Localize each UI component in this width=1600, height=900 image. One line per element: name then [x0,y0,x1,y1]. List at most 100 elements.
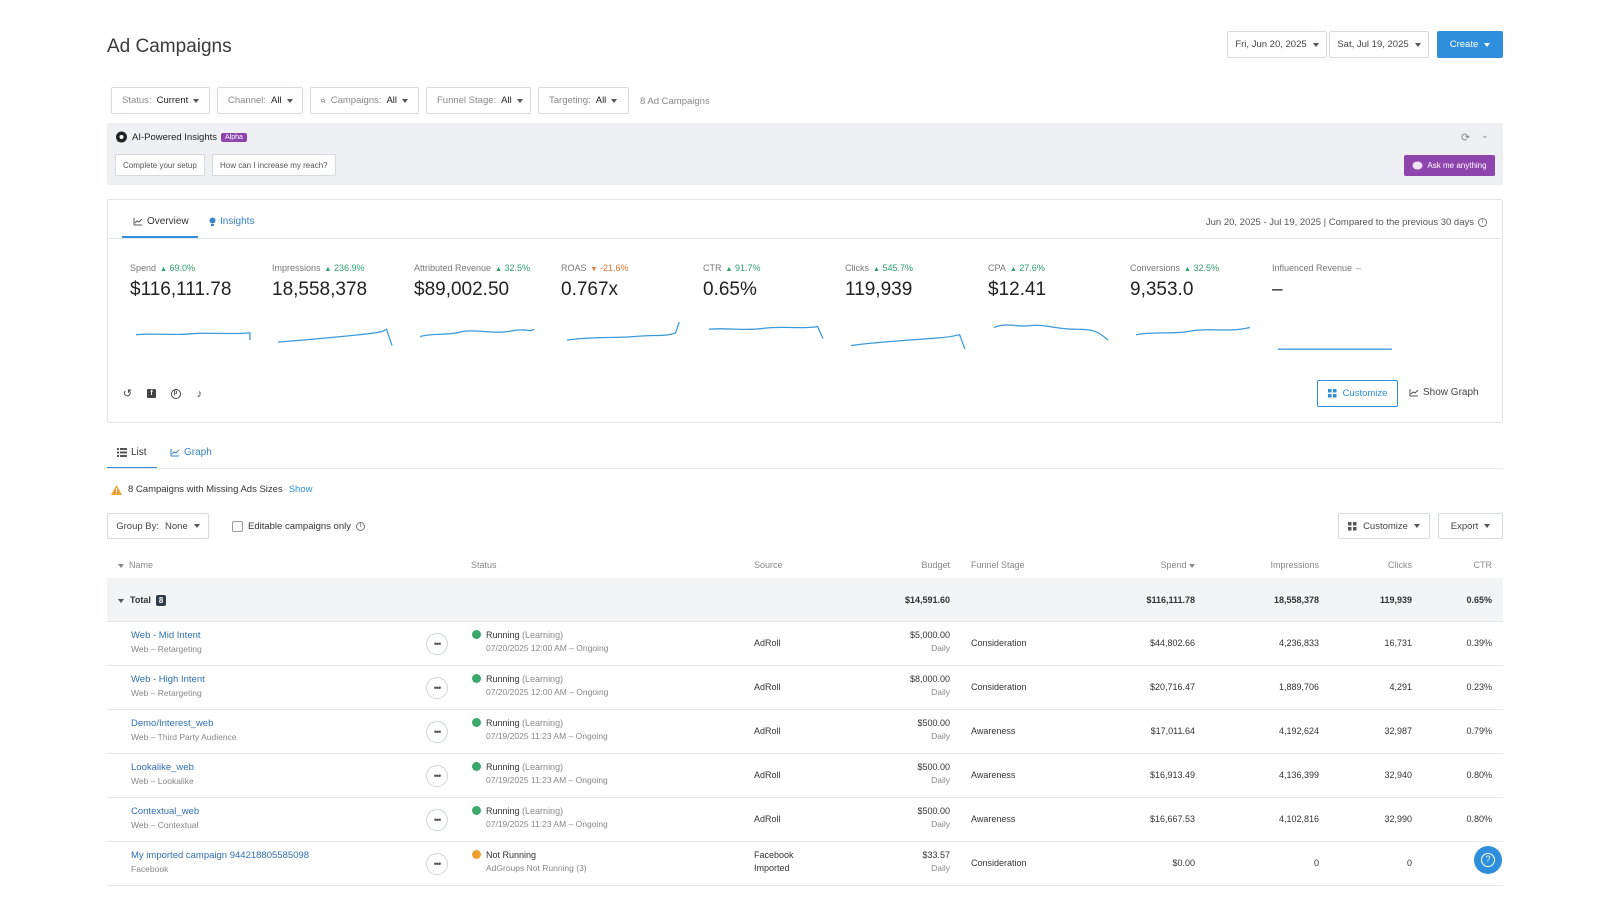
metric-clicks: Clicks ▲ 545.7% 119,939 [845,263,975,301]
metric-delta: ▲ 32.5% [1184,263,1220,273]
campaign-name-link[interactable]: Contextual_web [131,806,200,817]
budget-period: Daily [931,863,950,873]
total-count-badge: 8 [155,595,167,606]
metric-label-text: CTR [703,263,722,273]
header-spend[interactable]: Spend [1130,560,1195,570]
header-funnel[interactable]: Funnel Stage [971,560,1025,570]
show-missing-link[interactable]: Show [288,484,313,495]
help-icon: ? [1481,853,1495,867]
sparkline-ctr [708,325,824,339]
increase-reach-chip[interactable]: How can I increase my reach? [212,154,336,176]
source-cell: AdRoll [754,638,781,648]
editable-checkbox[interactable] [232,521,243,532]
editable-only-toggle[interactable]: Editable campaigns only i [232,521,365,532]
status-note: (Learning) [522,630,564,640]
refresh-icon[interactable]: ⟳ [1461,132,1471,144]
group-by-select[interactable]: Group By: None [107,513,209,539]
tiktok-icon[interactable]: ♪ [196,387,203,400]
date-range-text: Jun 20, 2025 - Jul 19, 2025 | Compared t… [1205,217,1474,228]
info-icon[interactable]: i [355,522,365,531]
status-schedule: AdGroups Not Running (3) [486,863,587,873]
campaign-name-link[interactable]: Web - Mid Intent [131,630,201,641]
help-button[interactable]: ? [1474,846,1502,874]
funnel-cell: Awareness [971,770,1016,780]
source-cell: Facebook Imported [754,850,794,873]
tab-graph[interactable]: Graph [170,447,212,458]
header-budget[interactable]: Budget [921,560,950,570]
status-filter-value: Current [156,95,189,106]
source-cell: AdRoll [754,726,781,736]
metric-label-text: Conversions [1130,263,1181,273]
status-filter[interactable]: Status: Current [111,87,210,114]
header-source[interactable]: Source [754,560,783,570]
header-clicks[interactable]: Clicks [1388,560,1412,570]
campaign-name-link[interactable]: Lookalike_web [131,762,194,773]
delta-arrow-icon: ▲ [725,266,733,273]
tab-overview[interactable]: Overview [133,216,189,227]
campaigns-filter[interactable]: Campaigns: All [310,87,419,114]
budget-cell: $8,000.00 Daily [870,674,950,697]
source-text: AdRoll [754,638,781,648]
campaign-name-link[interactable]: My imported campaign 944218805585098 [131,850,309,861]
collapse-chevron-icon[interactable]: ⌄ [1481,130,1489,140]
metric-label: CTR ▲ 91.7% [703,263,833,273]
more-actions-icon[interactable]: ••• [426,765,448,787]
info-icon[interactable]: i [1478,218,1487,227]
adroll-icon[interactable]: ↺ [122,388,133,400]
header-impressions[interactable]: Impressions [1270,560,1319,570]
metrics-customize-button[interactable]: Customize [1317,380,1398,407]
table-customize-button[interactable]: Customize [1338,513,1430,539]
pinterest-icon[interactable]: p [169,387,182,400]
ask-me-anything-button[interactable]: Ask me anything [1404,155,1495,176]
header-name[interactable]: Name [118,560,153,570]
funnel-stage-filter[interactable]: Funnel Stage: All [426,87,531,114]
spend-cell: $16,913.49 [1149,770,1195,780]
ctr-cell: 0.79% [1466,726,1492,736]
budget-amount: $33.57 [922,850,950,860]
complete-setup-chip[interactable]: Complete your setup [115,154,205,176]
metric-value: 18,558,378 [272,279,368,300]
metric-attributed-revenue: Attributed Revenue ▲ 32.5% $89,002.50 [414,263,544,301]
ai-insights-panel [107,123,1503,185]
campaign-type: Web – Lookalike [131,776,194,786]
metric-label: Conversions ▲ 32.5% [1130,263,1260,273]
more-actions-icon[interactable]: ••• [426,853,448,875]
campaign-name-cell: Demo/Interest_web Web – Third Party Audie… [131,718,237,742]
total-label-text: Total [130,595,151,605]
export-label: Export [1450,520,1479,532]
date-start-picker[interactable]: Fri, Jun 20, 2025 [1227,31,1327,58]
more-actions-icon[interactable]: ••• [426,677,448,699]
date-end-picker[interactable]: Sat, Jul 19, 2025 [1329,31,1429,58]
sparkline-path [1135,326,1251,336]
metric-delta: ▲ 545.7% [873,263,913,273]
metric-label: Impressions ▲ 236.9% [272,263,402,273]
tab-insights[interactable]: Insights [209,216,254,227]
metric-label: ROAS ▼ -21.6% [561,263,691,273]
chevron-down-icon [193,524,200,528]
total-label[interactable]: Total 8 [118,595,167,606]
line-chart-icon [170,449,180,457]
more-actions-icon[interactable]: ••• [426,633,448,655]
metric-value: 119,939 [845,279,913,300]
create-button[interactable]: Create [1437,31,1503,58]
campaign-type: Facebook [131,864,169,874]
more-actions-icon[interactable]: ••• [426,809,448,831]
campaign-name-link[interactable]: Demo/Interest_web [131,718,214,729]
header-status[interactable]: Status [471,560,497,570]
metric-label-text: Attributed Revenue [414,263,492,273]
targeting-filter[interactable]: Targeting: All [538,87,629,114]
facebook-icon[interactable]: f [145,387,158,400]
show-graph-button[interactable]: Show Graph [1409,387,1479,398]
status-note: (Learning) [522,806,564,816]
campaign-name-link[interactable]: Web - High Intent [131,674,205,685]
tab-list[interactable]: List [117,447,147,458]
budget-period: Daily [931,731,950,741]
status-cell: Running (Learning) 07/19/2025 11:23 AM – … [472,718,608,741]
more-actions-icon[interactable]: ••• [426,721,448,743]
header-ctr[interactable]: CTR [1473,560,1493,570]
channel-filter[interactable]: Channel: All [217,87,303,114]
status-schedule: 07/20/2025 12:00 AM – Ongoing [486,687,609,697]
export-button[interactable]: Export [1438,513,1503,539]
campaign-count: 8 Ad Campaigns [640,96,710,107]
budget-period: Daily [931,687,950,697]
